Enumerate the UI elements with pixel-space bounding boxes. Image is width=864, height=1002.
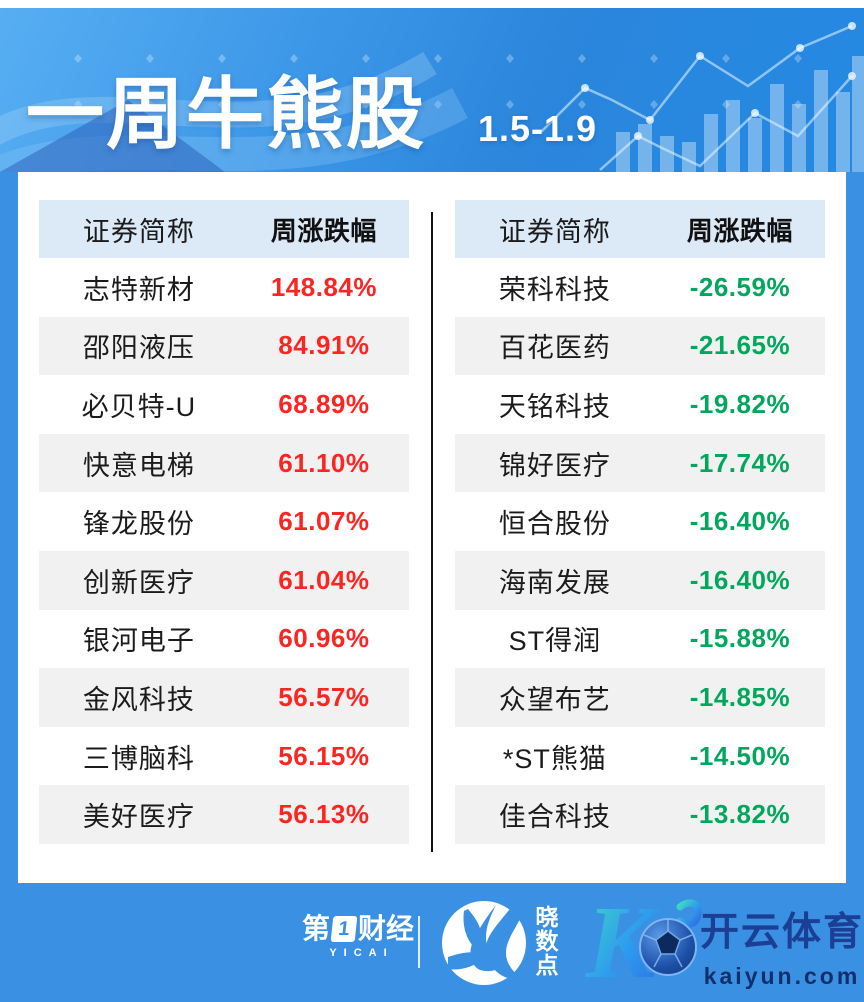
table-row: 恒合股份 -16.40% <box>455 492 825 551</box>
xiaoshudian-logo-label: 晓数点 <box>535 904 559 978</box>
table-row: 众望布艺 -14.85% <box>455 668 825 727</box>
stock-change: -15.88% <box>689 623 791 654</box>
gainers-table: 证券简称 周涨跌幅 志特新材 148.84% 邵阳液压 84.91% 必贝特-U 68… <box>39 200 409 844</box>
stock-change: -26.59% <box>689 271 791 302</box>
stock-change: 61.10% <box>278 447 370 478</box>
table-row: 金风科技 56.57% <box>39 668 409 727</box>
stock-name: 恒合股份 <box>498 509 611 540</box>
stock-name: 创新医疗 <box>82 567 195 598</box>
losers-table-header: 证券简称 周涨跌幅 <box>455 200 825 258</box>
stock-name: 海南发展 <box>498 567 611 598</box>
date-range-label: 1.5-1.9 <box>478 108 598 149</box>
header-decoration-graphics <box>0 18 864 172</box>
stock-name: 银河电子 <box>82 626 195 657</box>
wave-shape <box>0 51 437 146</box>
stock-name: 金风科技 <box>82 684 195 715</box>
corner-streak <box>0 100 225 172</box>
stock-name: 锋龙股份 <box>82 509 195 540</box>
stock-change: 60.96% <box>278 623 370 654</box>
table-row: 三博脑科 56.15% <box>39 727 409 786</box>
stock-change: -16.40% <box>689 506 791 537</box>
stock-change: -13.82% <box>689 799 791 830</box>
table-row: 海南发展 -16.40% <box>455 550 825 610</box>
losers-table: 证券简称 周涨跌幅 荣科科技 -26.59% 百花医药 -21.65% 天铭科技 -1… <box>455 200 825 844</box>
footer-logo-divider <box>418 916 420 968</box>
yicai-logo-subtext: YICAI <box>329 947 394 959</box>
stock-change: 84.91% <box>278 330 370 361</box>
table-row: 荣科科技 -26.59% <box>455 258 825 317</box>
stock-change: -21.65% <box>689 330 791 361</box>
stock-name: 邵阳液压 <box>82 333 195 364</box>
stock-change: -16.40% <box>689 564 791 595</box>
table-row: ST得润 -15.88% <box>455 610 825 669</box>
content-panel: 证券简称 周涨跌幅 志特新材 148.84% 邵阳液压 84.91% 必贝特-U 68… <box>18 172 846 883</box>
bar-chart-decoration <box>616 56 864 172</box>
table-row: *ST熊猫 -14.50% <box>455 727 825 786</box>
column-header-name: 证券简称 <box>82 216 195 247</box>
stock-name: 众望布艺 <box>498 684 611 715</box>
stock-name: 锦好医疗 <box>498 450 611 481</box>
table-row: 快意电梯 61.10% <box>39 433 409 493</box>
stock-change: 61.07% <box>278 506 370 537</box>
column-header-name: 证券简称 <box>498 216 611 247</box>
table-row: 美好医疗 56.13% <box>39 785 409 844</box>
stock-name: ST得润 <box>508 626 602 657</box>
tables-divider <box>431 212 433 852</box>
table-row: 志特新材 148.84% <box>39 258 409 317</box>
stock-change: 56.57% <box>278 681 370 712</box>
line-chart-points <box>581 22 856 140</box>
xiaoshudian-logo-icon <box>442 901 526 985</box>
stock-change: 56.13% <box>278 799 370 830</box>
stock-change: 56.15% <box>278 740 370 771</box>
kaiyun-logo: K 开云体育 kaiyun.com <box>584 885 864 1000</box>
column-header-change: 周涨跌幅 <box>270 215 377 246</box>
gainers-table-header: 证券简称 周涨跌幅 <box>39 200 409 258</box>
kaiyun-logo-domain: kaiyun.com <box>703 963 861 989</box>
footer: 第 1 财经 YICAI 晓数点 K <box>0 883 864 1002</box>
dots-pattern <box>10 18 854 130</box>
stock-name: 天铭科技 <box>498 391 611 422</box>
table-row: 银河电子 60.96% <box>39 610 409 669</box>
stock-change: 68.89% <box>278 388 370 419</box>
table-row: 佳合科技 -13.82% <box>455 785 825 844</box>
stock-name: 快意电梯 <box>82 450 195 481</box>
top-border <box>0 0 864 8</box>
kaiyun-logo-title: 开云体育 <box>700 911 864 954</box>
column-header-change: 周涨跌幅 <box>686 215 793 246</box>
stock-name: *ST熊猫 <box>502 743 607 774</box>
stock-name: 美好医疗 <box>82 802 195 833</box>
stock-change: -14.85% <box>689 681 791 712</box>
stock-name: 必贝特-U <box>81 391 197 422</box>
stock-change: 148.84% <box>270 271 377 302</box>
header-banner: 一周牛熊股 1.5-1.9 <box>0 8 864 172</box>
stock-change: 61.04% <box>278 564 370 595</box>
table-row: 锦好医疗 -17.74% <box>455 433 825 493</box>
stock-name: 荣科科技 <box>498 274 611 305</box>
yicai-logo-text-pre: 第 <box>301 913 330 944</box>
stock-name: 三博脑科 <box>82 743 195 774</box>
table-row: 邵阳液压 84.91% <box>39 316 409 376</box>
stock-name: 百花医药 <box>498 333 611 364</box>
stock-name: 志特新材 <box>82 274 195 305</box>
stock-change: -14.50% <box>689 740 791 771</box>
yicai-logo-text-post: 财经 <box>358 913 415 944</box>
kaiyun-k-icon: K <box>585 885 702 997</box>
yicai-logo-digit: 1 <box>330 916 358 942</box>
yicai-logo: 第 1 财经 YICAI <box>300 913 416 960</box>
page-title: 一周牛熊股 <box>26 70 427 158</box>
table-row: 必贝特-U 68.89% <box>39 375 409 434</box>
table-row: 天铭科技 -19.82% <box>455 375 825 434</box>
table-row: 锋龙股份 61.07% <box>39 492 409 551</box>
table-row: 创新医疗 61.04% <box>39 550 409 610</box>
stock-change: -19.82% <box>689 388 791 419</box>
table-row: 百花医药 -21.65% <box>455 316 825 376</box>
stock-change: -17.74% <box>689 447 791 478</box>
stock-name: 佳合科技 <box>498 802 611 833</box>
